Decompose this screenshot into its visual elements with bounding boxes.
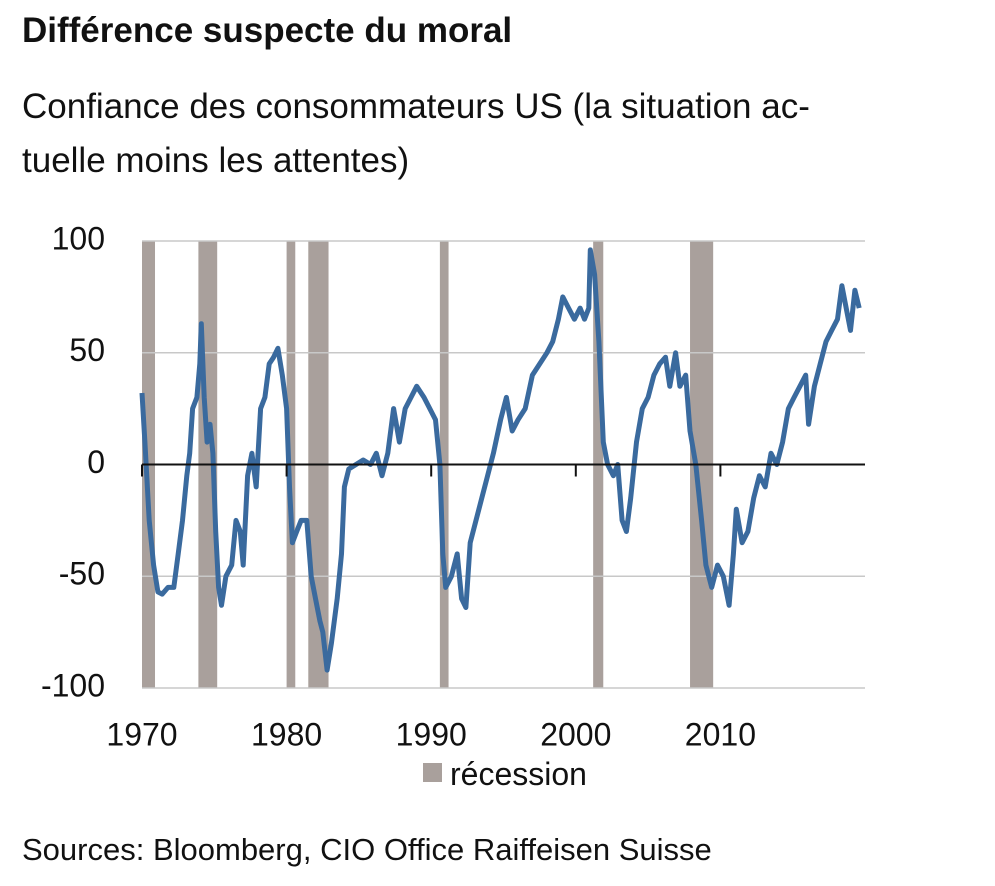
x-tick-label: 1970 [106, 716, 177, 752]
x-tick-label: 1990 [396, 716, 467, 752]
y-tick-label: 50 [69, 332, 105, 368]
y-tick-label: 100 [52, 220, 105, 256]
x-tick-label: 2000 [540, 716, 611, 752]
data-line [139, 247, 862, 673]
legend-swatch [423, 763, 442, 782]
x-tick-label: 1980 [251, 716, 322, 752]
y-tick-label: -100 [41, 667, 105, 703]
y-tick-label: -50 [59, 556, 105, 592]
chart-subtitle: Confiance des consommateurs US (la situa… [22, 87, 810, 126]
chart-subtitle: tuelle moins les attentes) [22, 141, 409, 180]
x-tick-label: 2010 [685, 716, 756, 752]
source: Sources: Bloomberg, CIO Office Raiffeise… [22, 832, 712, 867]
y-tick-label: 0 [87, 444, 105, 480]
chart-title: Différence suspecte du moral [22, 11, 512, 50]
legend-label: récession [450, 756, 587, 792]
